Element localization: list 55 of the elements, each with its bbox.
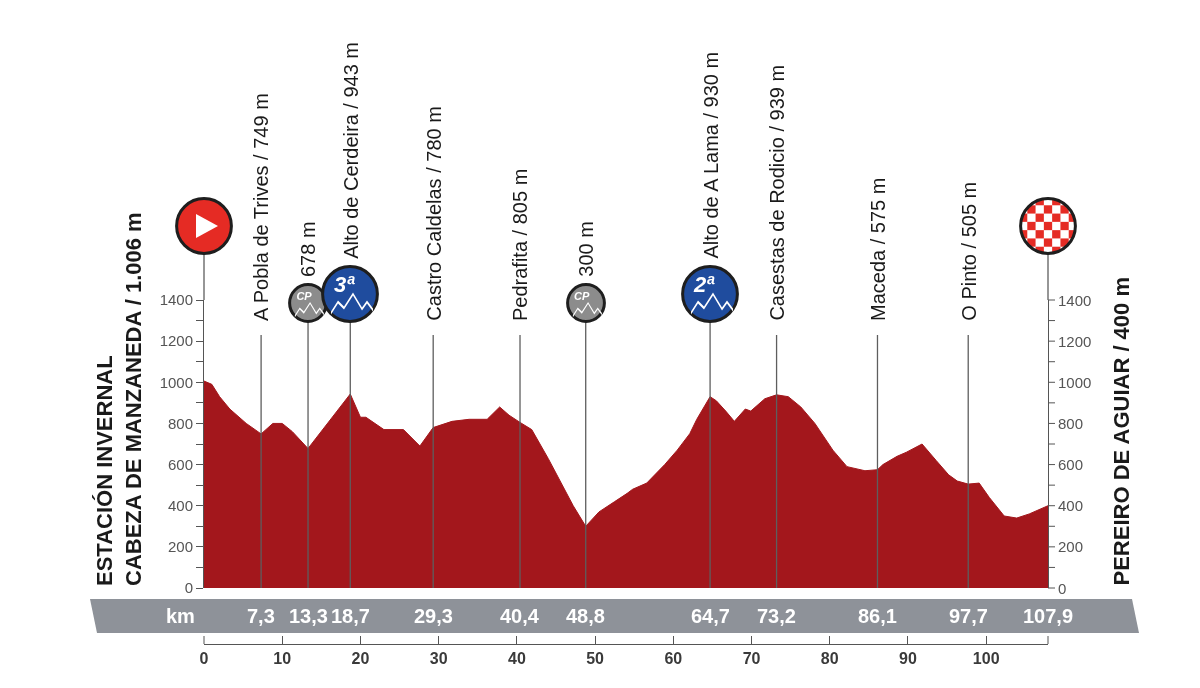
ref-line-label: Maceda / 575 m (866, 177, 889, 321)
y2-tick-label: 200 (1058, 538, 1084, 555)
x2-tick-label: 18,7 (331, 605, 370, 627)
x-tick-label: 40 (507, 650, 526, 668)
y2-tick-label: 1400 (1058, 292, 1092, 309)
y-tick-label: 1000 (159, 373, 193, 391)
y2-axis-title: PEREIRO DE AGUIAR / 400 m (1108, 277, 1134, 586)
ref-line-label: Casestas de Rodicio / 939 m (765, 64, 788, 321)
x2-tick-label: 29,3 (414, 605, 453, 627)
y-tick-label: 600 (167, 455, 193, 473)
text: 3ª (334, 272, 355, 297)
x-tick-label: 0 (199, 650, 209, 668)
text: 2ª (693, 272, 715, 297)
ref-line-label: Alto de Cerdeira / 943 m (339, 41, 362, 259)
y-tick-label: 400 (167, 496, 193, 514)
y2-tick-label: 600 (1058, 456, 1084, 473)
x2-axis-title: km (166, 605, 195, 627)
ref-line-label: Castro Caldelas / 780 m (422, 106, 445, 321)
x-tick-label: 70 (742, 650, 761, 668)
x2-tick-label: 73,2 (757, 605, 796, 627)
y-tick-label: 800 (167, 414, 193, 432)
x2-tick-label: 64,7 (691, 605, 730, 627)
annotation: CP (296, 289, 312, 302)
y2-tick-label: 400 (1058, 497, 1084, 514)
ref-line-label: Pedrafita / 805 m (509, 168, 532, 322)
y2-tick-label: 800 (1058, 415, 1084, 432)
x-tick-label: 30 (429, 650, 448, 668)
ref-line-label: 300 m (574, 221, 597, 277)
x-tick-label: 100 (972, 650, 1000, 668)
x-tick-label: 10 (273, 650, 292, 668)
y2-tick-label: 1200 (1058, 333, 1092, 350)
x-tick-label: 90 (899, 650, 917, 668)
ref-line-label: 678 m (297, 221, 320, 278)
x2-tick-label: 86,1 (858, 605, 897, 627)
y-tick-label: 200 (167, 538, 193, 556)
x2-tick-label: 48,8 (566, 605, 605, 627)
y2-tick-label: 0 (1058, 580, 1067, 597)
y2-tick-label: 1000 (1058, 374, 1092, 391)
y-axis-title: ESTACIÓN INVERNAL CABEZA DE MANZANEDA / 1.006 m (92, 212, 146, 586)
y-tick-label: 0 (184, 579, 193, 597)
y-tick-label: 1200 (159, 332, 193, 350)
x2-tick-label: 107,9 (1023, 605, 1074, 627)
x-tick-label: 50 (586, 650, 605, 668)
x-tick-label: 60 (664, 650, 683, 668)
ref-line-label: A Pobla de Trives / 749 m (250, 93, 273, 322)
ref-line-label: Alto de A Lama / 930 m (699, 51, 722, 259)
x2-tick-label: 13,3 (289, 605, 328, 627)
x2-tick-label: 97,7 (949, 605, 988, 627)
ref-line-label: O Pinto / 505 m (957, 181, 980, 321)
x-tick-label: 20 (351, 650, 370, 668)
x2-tick-label: 7,3 (247, 605, 275, 627)
y-tick-label: 1400 (159, 291, 193, 309)
annotation: CP (574, 289, 590, 302)
x-tick-label: 80 (820, 650, 839, 668)
x2-tick-label: 40,4 (500, 605, 540, 627)
